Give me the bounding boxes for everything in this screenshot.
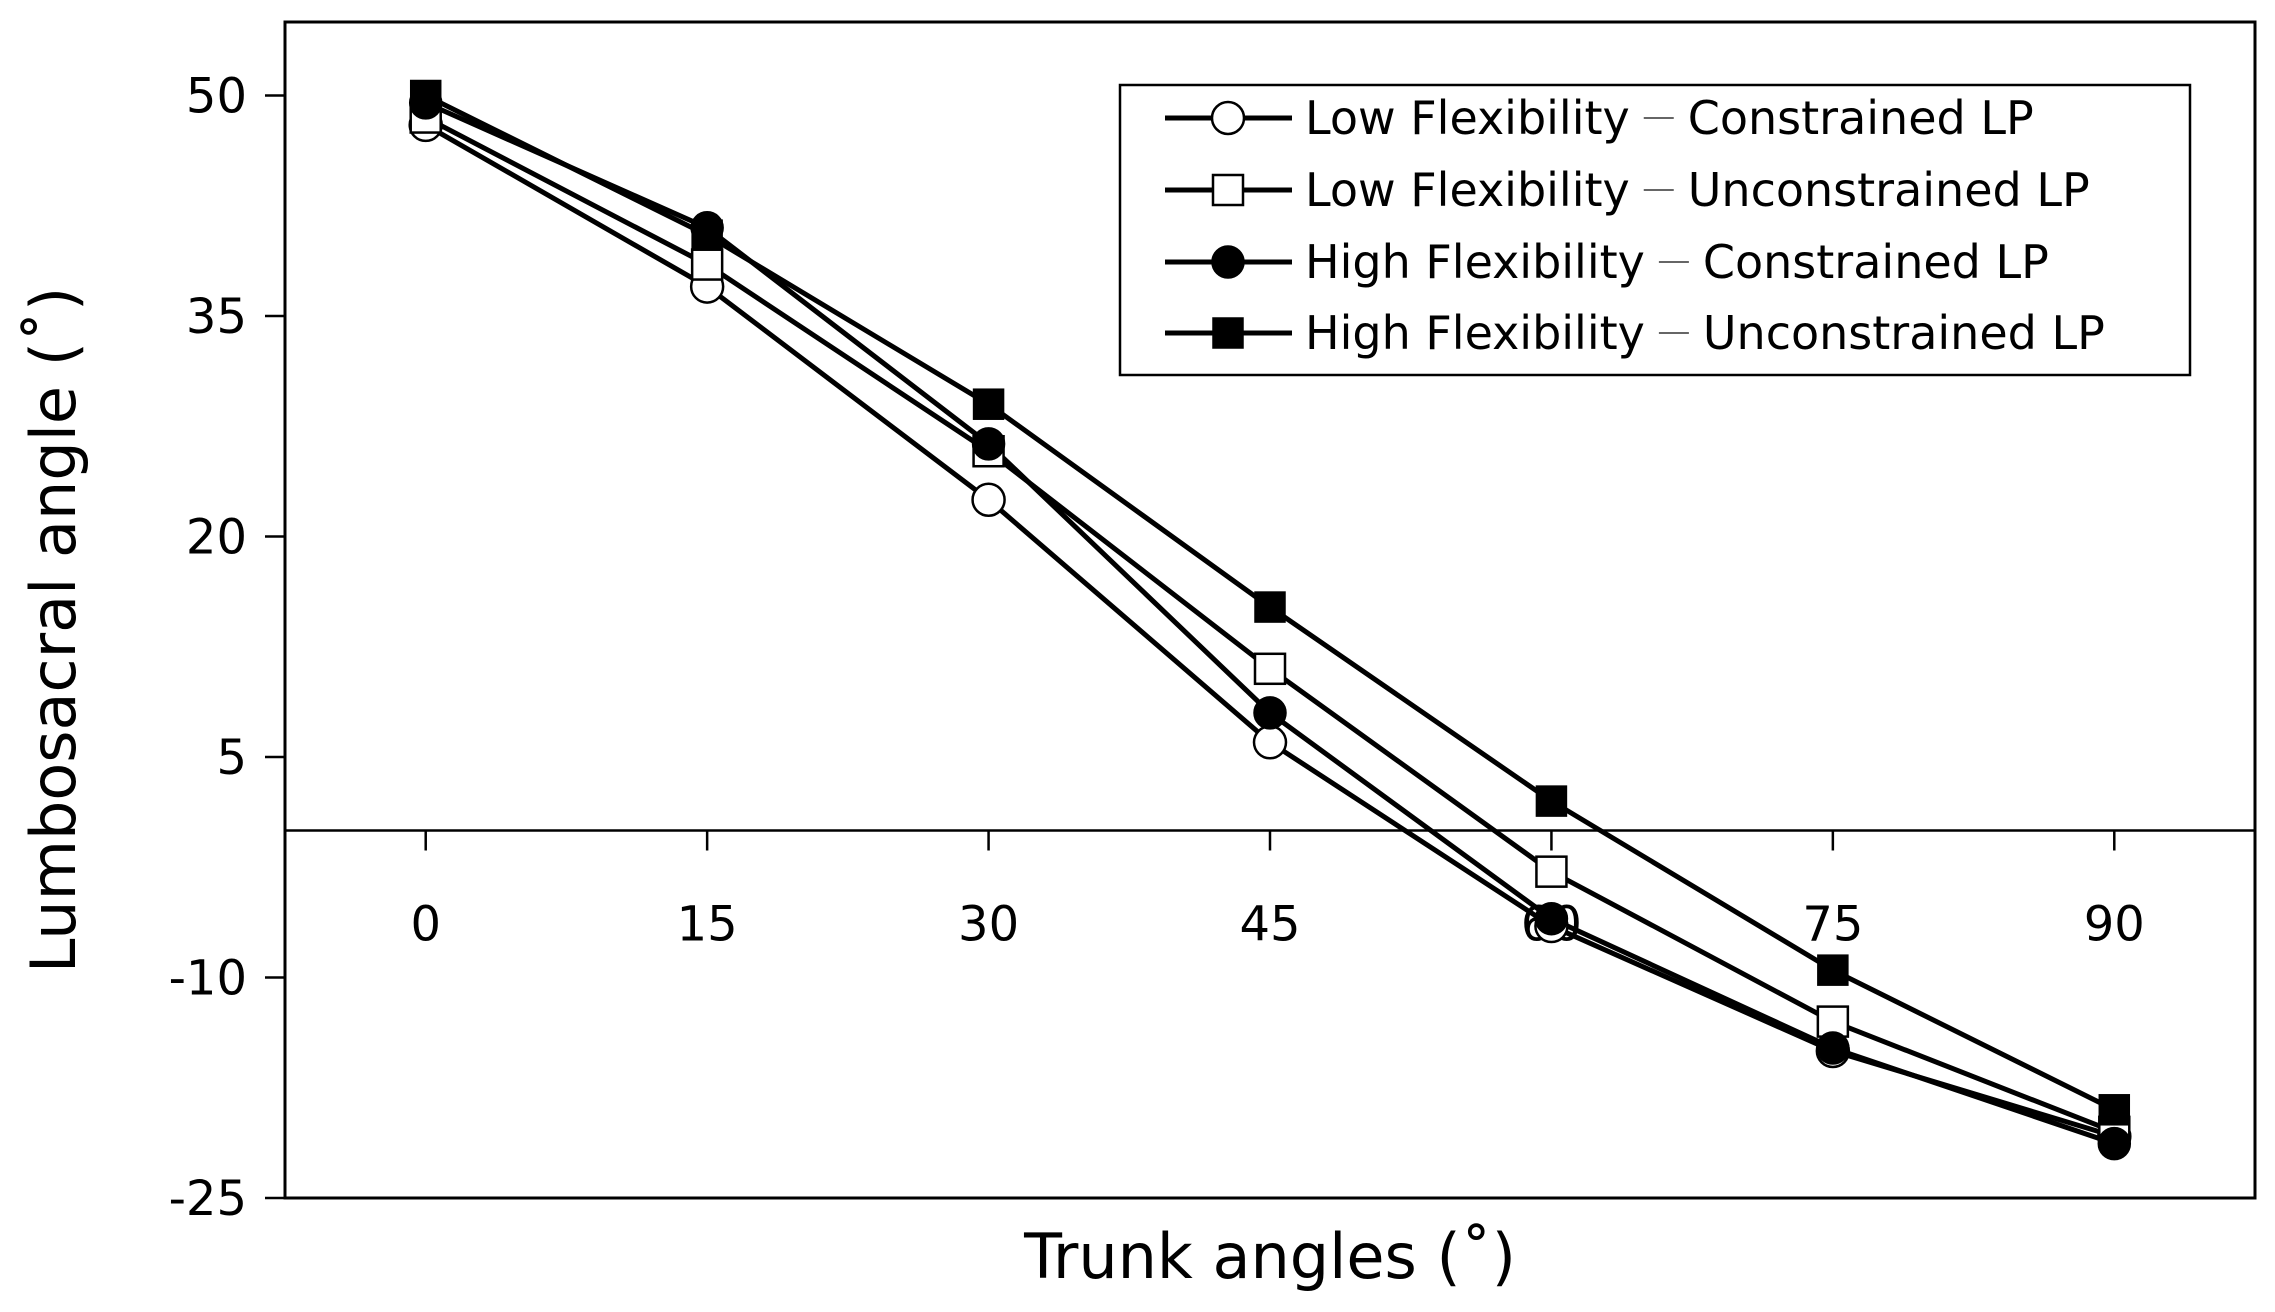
legend-item: Low Flexibility Unconstrained LP — [1165, 163, 2090, 217]
data-point — [1817, 954, 1849, 986]
data-point — [1534, 901, 1569, 936]
data-point — [971, 427, 1006, 461]
data-point — [690, 248, 724, 281]
legend-item: High Flexibility Unconstrained LP — [1165, 306, 2105, 360]
data-point — [1535, 785, 1568, 817]
x-tick-label: 30 — [958, 897, 1019, 953]
y-tick-label: 5 — [216, 730, 247, 786]
data-point — [972, 388, 1005, 420]
x-axis: 0153045607590 — [410, 830, 2145, 953]
legend-item: Low Flexibility Constrained LP — [1165, 91, 2034, 145]
data-point — [1253, 696, 1287, 730]
legend-marker — [1210, 100, 1246, 136]
x-tick-label: 75 — [1802, 897, 1863, 953]
data-point — [2098, 1094, 2131, 1126]
x-tick-label: 45 — [1239, 897, 1300, 953]
legend-label-flexibility: Low Flexibility — [1305, 91, 1630, 145]
legend-label-flexibility: High Flexibility — [1305, 306, 1645, 360]
legend-label-condition: Unconstrained LP — [1703, 306, 2105, 360]
legend-item: High Flexibility Constrained LP — [1165, 235, 2049, 289]
data-point — [971, 482, 1006, 517]
plot-area-frame — [283, 20, 2257, 1200]
legend-marker — [1212, 317, 1244, 349]
x-tick-label: 15 — [677, 897, 738, 953]
legend-label-condition: Constrained LP — [1703, 235, 2049, 289]
data-point — [1816, 1031, 1850, 1065]
y-tick-label: 20 — [186, 510, 247, 566]
data-point — [409, 79, 442, 112]
data-point — [2097, 1126, 2132, 1161]
legend-label-condition: Unconstrained LP — [1688, 163, 2090, 217]
series-layer — [408, 79, 2132, 1161]
data-point — [1252, 725, 1288, 760]
data-point — [1254, 591, 1286, 623]
y-tick-label: 50 — [186, 69, 247, 125]
legend-marker — [1211, 173, 1245, 207]
y-tick-label: 35 — [186, 289, 247, 345]
x-tick-label: 90 — [2084, 897, 2145, 953]
series-4-points — [409, 79, 2131, 1126]
y-axis: 50 35 20 5 -10 -25 — [169, 69, 285, 1227]
x-axis-title: Trunk angles (˚) — [1023, 1220, 1516, 1293]
legend-label-condition: Constrained LP — [1688, 91, 2034, 145]
data-point — [1253, 652, 1287, 686]
y-axis-title: Lumbosacral angle (˚) — [17, 287, 90, 973]
y-tick-label: -10 — [169, 951, 247, 1007]
y-tick-label: -25 — [169, 1171, 247, 1227]
legend-label-flexibility: High Flexibility — [1305, 235, 1645, 289]
legend-frame — [1118, 83, 2192, 377]
legend-marker — [1211, 245, 1245, 279]
x-tick-label: 0 — [410, 897, 441, 953]
data-point — [1535, 855, 1568, 888]
data-point — [691, 219, 723, 251]
legend-label-flexibility: Low Flexibility — [1305, 163, 1630, 217]
